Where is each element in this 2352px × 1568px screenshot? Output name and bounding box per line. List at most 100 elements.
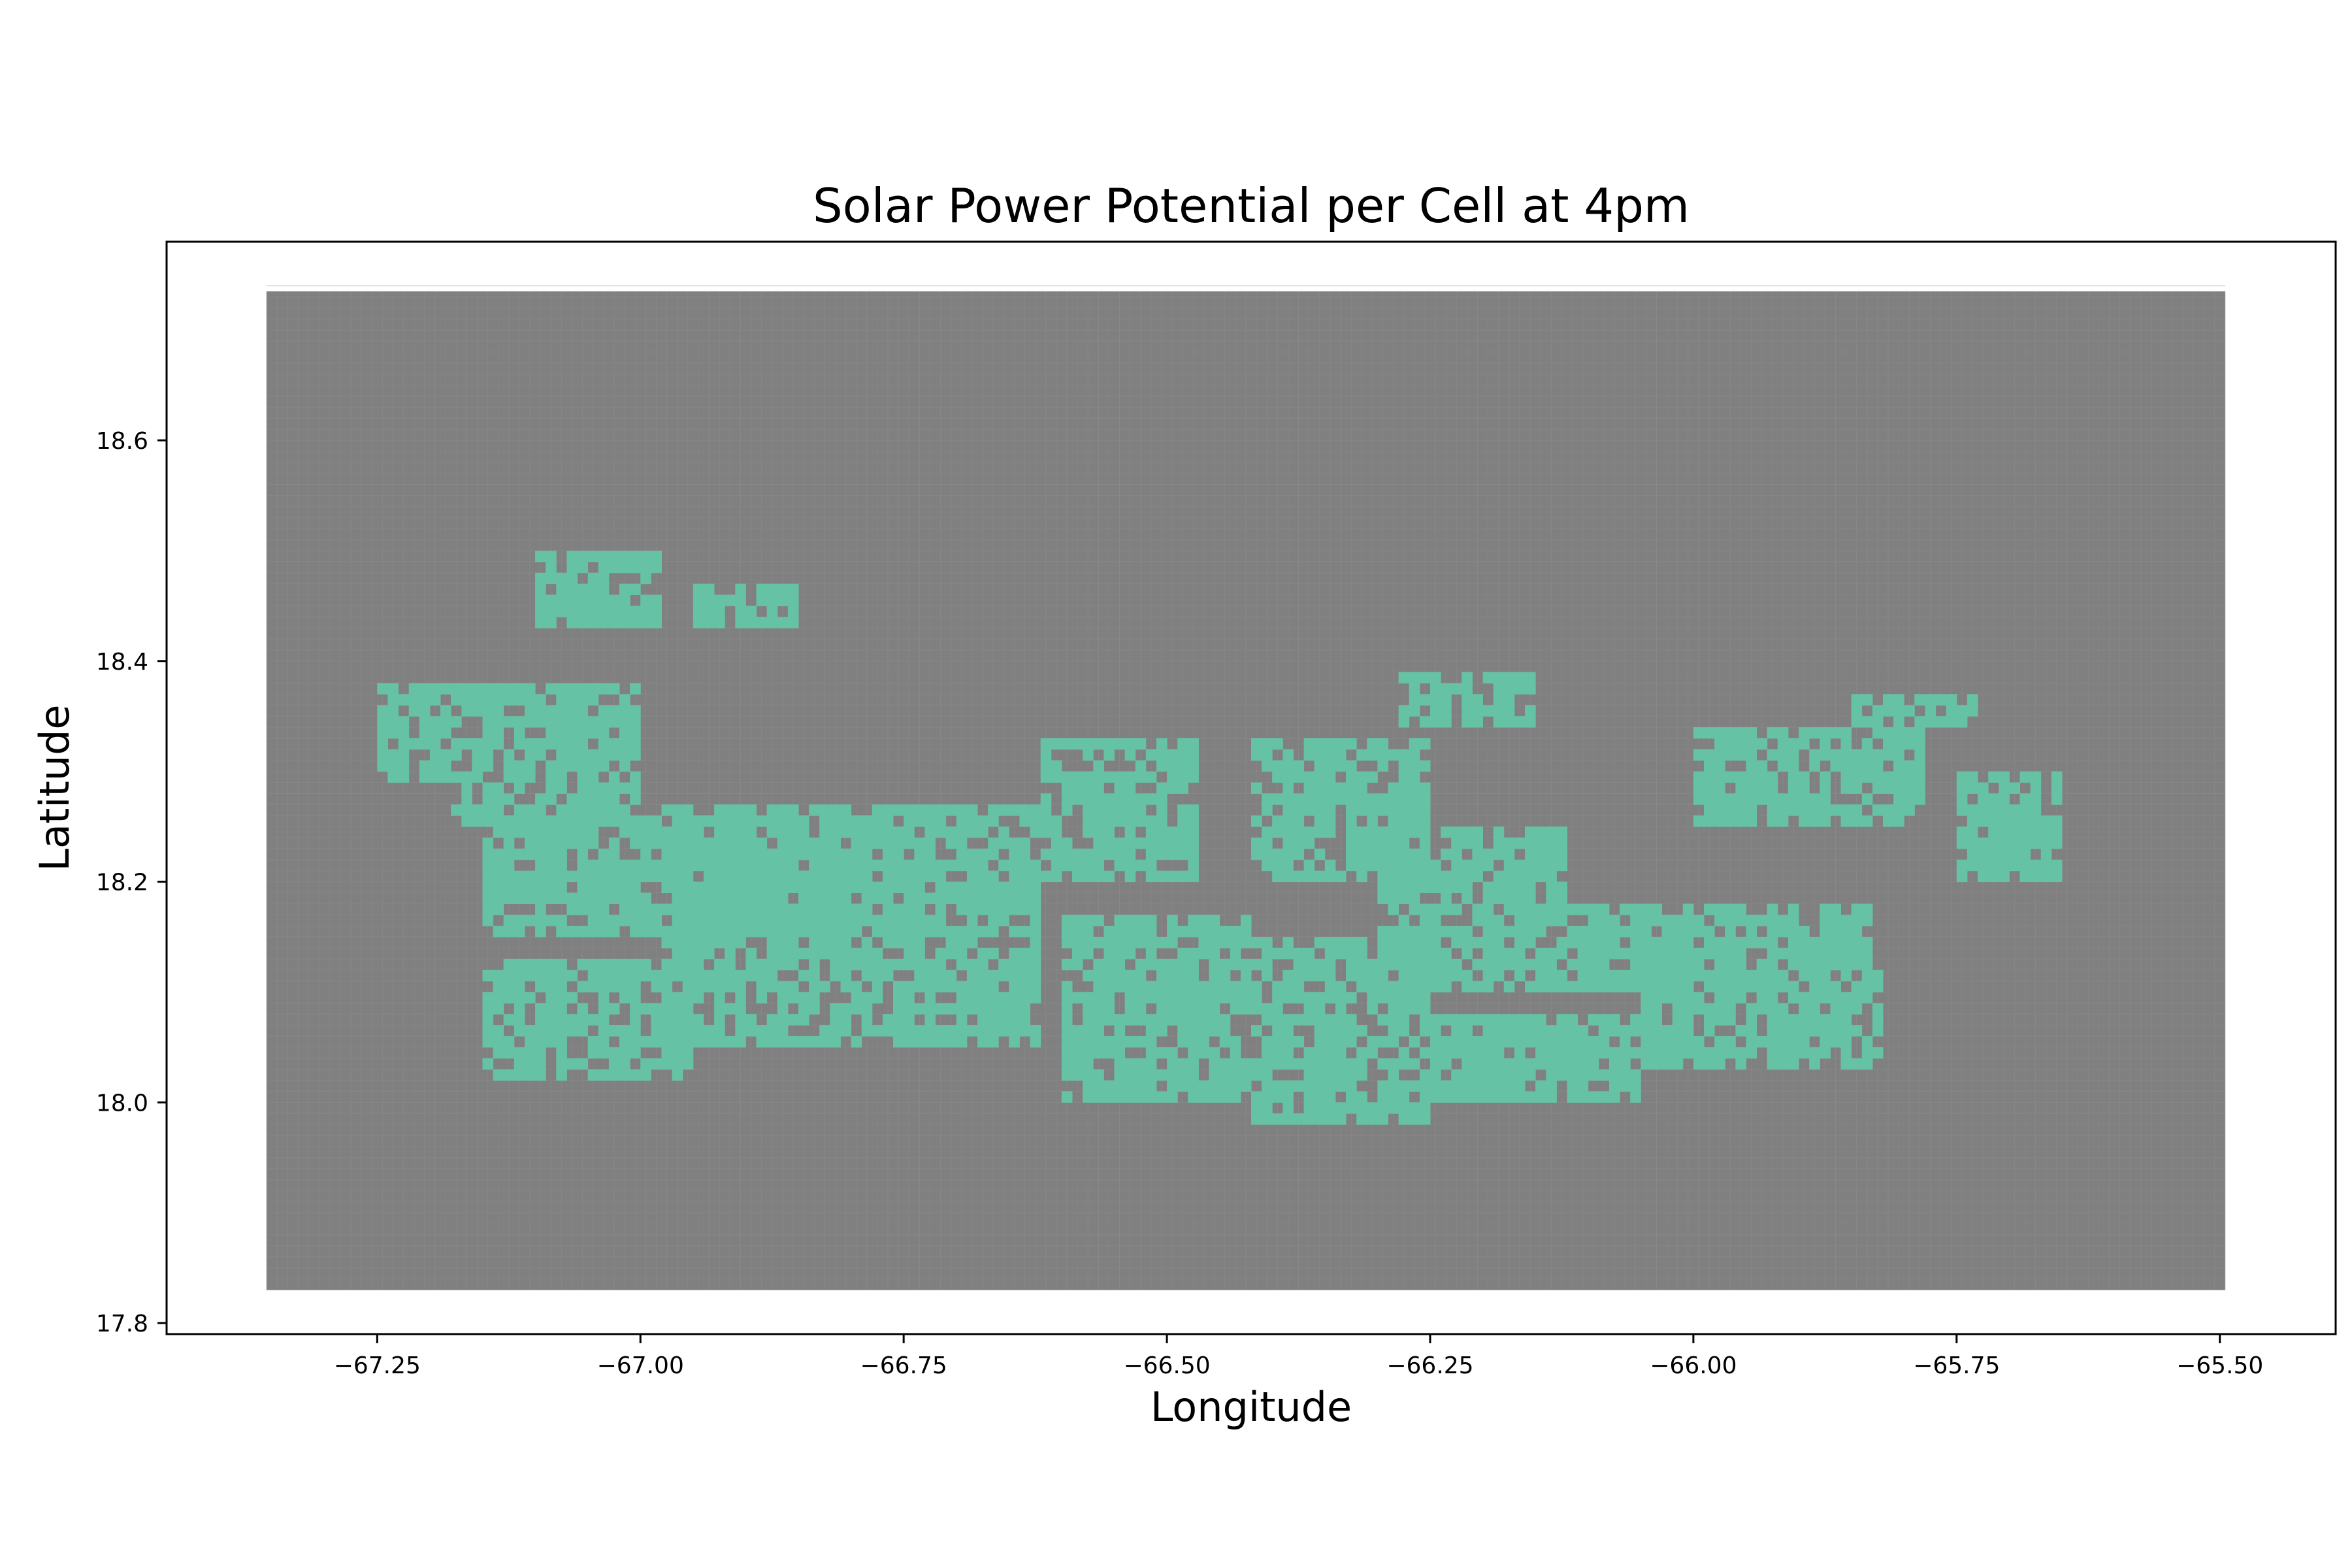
high-potential-cell (1682, 947, 1694, 960)
high-potential-cell (745, 970, 757, 982)
high-potential-cell (1093, 1014, 1104, 1026)
high-potential-cell (1377, 1080, 1388, 1092)
high-potential-cell (1209, 926, 1220, 938)
high-potential-cell (1746, 815, 1757, 827)
high-potential-cell (1661, 947, 1673, 960)
high-potential-cell (798, 815, 809, 827)
high-potential-cell (1999, 782, 2010, 794)
high-potential-cell (1188, 1014, 1199, 1026)
high-potential-cell (1293, 1058, 1305, 1070)
high-potential-cell (1083, 1036, 1094, 1048)
high-potential-cell (608, 804, 620, 816)
high-potential-cell (777, 1025, 789, 1037)
high-potential-cell (914, 859, 925, 872)
high-potential-cell (787, 937, 799, 949)
high-potential-cell (1556, 1036, 1567, 1048)
high-potential-cell (904, 937, 915, 949)
high-potential-cell (2051, 870, 2063, 883)
high-potential-cell (1630, 1025, 1641, 1037)
high-potential-cell (1641, 981, 1652, 992)
high-potential-cell (1704, 804, 1715, 816)
high-potential-cell (1809, 1003, 1820, 1015)
high-potential-cell (1577, 981, 1589, 992)
high-potential-cell (1398, 771, 1410, 783)
high-potential-cell (1735, 958, 1746, 971)
high-potential-cell (787, 904, 799, 915)
high-potential-cell (1303, 749, 1315, 761)
high-potential-cell (577, 694, 589, 706)
high-potential-cell (1114, 1047, 1126, 1059)
high-potential-cell (1661, 970, 1673, 982)
high-potential-cell (1262, 1047, 1273, 1059)
high-potential-cell (1430, 683, 1441, 694)
high-potential-cell (787, 583, 799, 595)
high-potential-cell (482, 870, 494, 883)
high-potential-cell (1472, 848, 1483, 860)
high-potential-cell (640, 815, 651, 827)
high-potential-cell (1314, 1003, 1326, 1015)
high-potential-cell (1167, 838, 1178, 849)
high-potential-cell (1324, 1091, 1336, 1103)
high-potential-cell (1556, 947, 1567, 960)
high-potential-cell (1114, 738, 1126, 750)
high-potential-cell (1630, 947, 1641, 960)
high-potential-cell (608, 749, 620, 761)
high-potential-cell (598, 804, 610, 816)
high-potential-cell (1282, 771, 1294, 783)
high-potential-cell (714, 1025, 725, 1037)
high-potential-cell (1177, 815, 1188, 827)
high-potential-cell (787, 992, 799, 1004)
high-potential-cell (1503, 1025, 1515, 1037)
high-potential-cell (1103, 1091, 1115, 1103)
high-potential-cell (587, 1014, 599, 1026)
high-potential-cell (1419, 958, 1431, 971)
high-potential-cell (1177, 1014, 1188, 1026)
high-potential-cell (840, 947, 852, 960)
high-potential-cell (956, 815, 968, 827)
high-potential-cell (1209, 1014, 1220, 1026)
high-potential-cell (766, 804, 778, 816)
high-potential-cell (893, 1025, 904, 1037)
high-potential-cell (1198, 947, 1209, 960)
high-potential-cell (1346, 1014, 1357, 1026)
high-potential-cell (956, 958, 968, 971)
high-potential-cell (725, 848, 736, 860)
high-potential-cell (1124, 970, 1136, 982)
high-potential-cell (1303, 1047, 1315, 1059)
high-potential-cell (861, 838, 873, 849)
high-potential-cell (1735, 1047, 1746, 1059)
high-potential-cell (956, 838, 968, 849)
high-potential-cell (1314, 992, 1326, 1004)
high-potential-cell (1409, 683, 1420, 694)
high-potential-cell (1630, 1014, 1641, 1026)
high-potential-cell (1388, 1091, 1399, 1103)
high-potential-cell (1441, 1091, 1452, 1103)
high-potential-cell (493, 1069, 504, 1081)
high-potential-cell (598, 1047, 610, 1059)
high-potential-cell (377, 760, 388, 772)
high-potential-cell (1145, 937, 1157, 949)
high-potential-cell (1767, 958, 1778, 971)
high-potential-cell (787, 838, 799, 849)
high-potential-cell (651, 970, 662, 982)
high-potential-cell (988, 947, 999, 960)
high-potential-cell (1820, 1025, 1831, 1037)
high-potential-cell (451, 683, 462, 694)
high-potential-cell (1282, 981, 1294, 992)
high-potential-cell (535, 826, 546, 838)
high-potential-cell (998, 838, 1009, 849)
high-potential-cell (1777, 1014, 1789, 1026)
high-potential-cell (1820, 782, 1831, 794)
high-potential-cell (1409, 705, 1420, 717)
high-potential-cell (1451, 926, 1462, 938)
high-potential-cell (1167, 981, 1178, 992)
high-potential-cell (387, 760, 399, 772)
high-potential-cell (2040, 848, 2052, 860)
high-potential-cell (1156, 838, 1168, 849)
high-potential-cell (745, 804, 757, 816)
high-potential-cell (1419, 838, 1431, 849)
high-potential-cell (735, 595, 746, 606)
high-potential-cell (525, 1069, 536, 1081)
high-potential-cell (482, 848, 494, 860)
high-potential-cell (1493, 1080, 1505, 1092)
